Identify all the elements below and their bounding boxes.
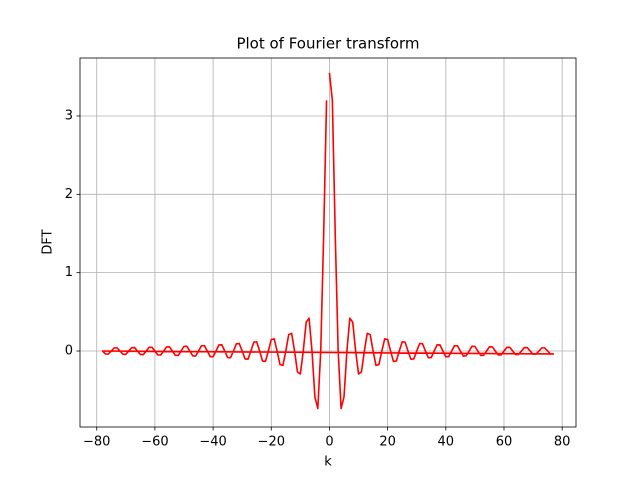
x-tick-label: −60 bbox=[141, 435, 168, 450]
x-tick-label: −20 bbox=[258, 435, 285, 450]
x-tick-label: −40 bbox=[199, 435, 226, 450]
axes-frame bbox=[79, 57, 577, 428]
data-line bbox=[101, 72, 555, 410]
x-tick-label: −80 bbox=[83, 435, 110, 450]
y-tick-label: 3 bbox=[65, 108, 73, 123]
x-tick-label: 40 bbox=[438, 435, 455, 450]
y-axis-label: DFT bbox=[41, 229, 56, 254]
y-tick-label: 2 bbox=[65, 187, 73, 202]
chart-title: Plot of Fourier transform bbox=[236, 35, 419, 53]
y-tick-label: 1 bbox=[65, 265, 73, 280]
y-tick-label: 0 bbox=[65, 344, 73, 359]
x-tick-label: 80 bbox=[554, 435, 571, 450]
x-tick-label: 0 bbox=[325, 435, 333, 450]
x-axis-label: k bbox=[324, 455, 332, 470]
x-tick-label: 60 bbox=[496, 435, 513, 450]
x-tick-label: 20 bbox=[379, 435, 396, 450]
